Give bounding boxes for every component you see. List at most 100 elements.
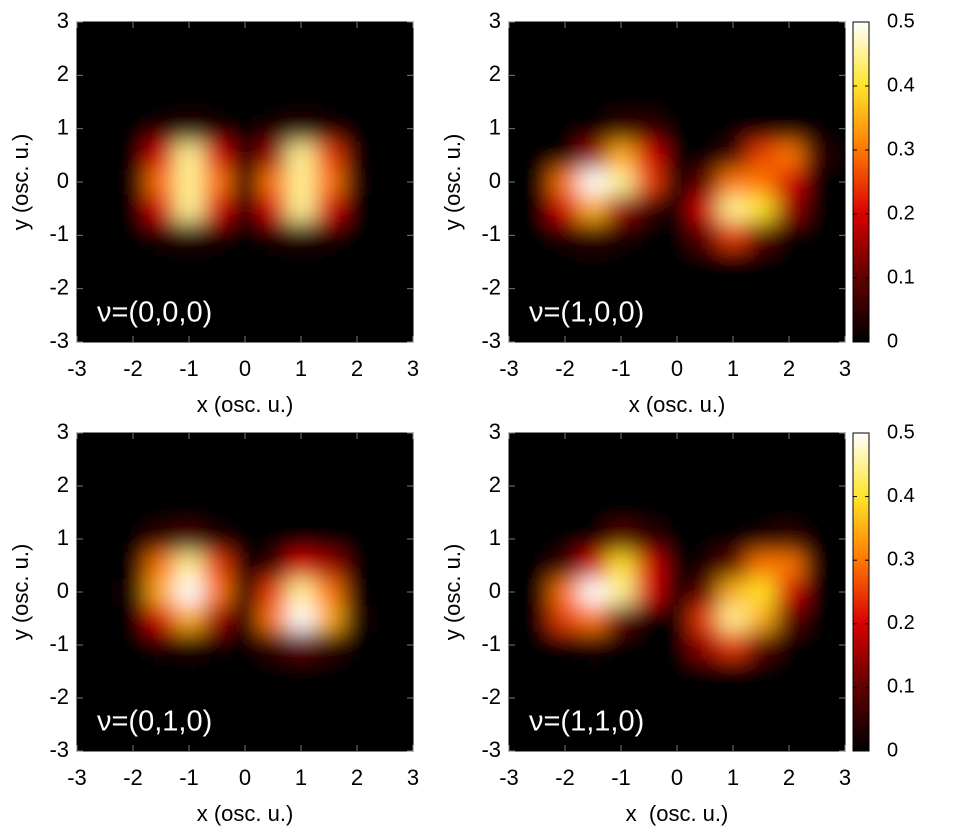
heat-cell	[663, 711, 692, 739]
heat-cell	[831, 35, 845, 63]
heat-cell	[579, 711, 608, 739]
heat-cell	[259, 552, 288, 580]
heat-cell	[607, 631, 636, 659]
heat-cell	[635, 605, 664, 633]
heat-cell	[203, 115, 232, 143]
heat-cell	[287, 222, 316, 250]
heat-cell	[203, 302, 232, 330]
heat-cell	[747, 142, 776, 170]
heat-cell	[551, 605, 580, 633]
heat-cell	[175, 328, 204, 342]
heat-cell	[635, 302, 664, 330]
heat-cell	[119, 275, 148, 303]
heat-cell	[523, 605, 552, 633]
heat-cell	[579, 552, 608, 580]
heat-cell	[831, 658, 845, 686]
heat-cell	[607, 472, 636, 500]
heat-cell	[747, 631, 776, 659]
heat-cell	[635, 711, 664, 739]
heat-cell	[719, 552, 748, 580]
heat-cell	[399, 168, 413, 196]
heat-cell	[803, 711, 832, 739]
heat-cell	[203, 472, 232, 500]
y-tick-label: -2	[49, 684, 69, 709]
heat-cell	[607, 737, 636, 751]
heat-cell	[91, 35, 120, 63]
heat-cell	[831, 433, 845, 447]
heat-cell	[719, 711, 748, 739]
heat-cell	[287, 737, 316, 751]
heat-cell	[147, 578, 176, 606]
heat-cell	[91, 711, 120, 739]
heat-cell	[509, 605, 524, 633]
y-tick-label: 0	[489, 168, 501, 193]
heat-cell	[315, 631, 344, 659]
heat-cell	[523, 302, 552, 330]
heatmap	[77, 22, 413, 342]
heat-cell	[77, 605, 92, 633]
heat-cell	[399, 275, 413, 303]
heat-cell	[371, 552, 400, 580]
heat-cell	[259, 605, 288, 633]
heat-cell	[635, 168, 664, 196]
heat-cell	[775, 88, 804, 116]
heat-cell	[607, 328, 636, 342]
heat-cell	[831, 578, 845, 606]
heat-cell	[523, 737, 552, 751]
panel-annotation: ν=(0,1,0)	[97, 706, 212, 738]
heat-cell	[607, 446, 636, 474]
heat-cell	[803, 684, 832, 712]
heat-cell	[775, 302, 804, 330]
heat-cell	[147, 142, 176, 170]
colorbar-tick-label: 0.3	[887, 548, 915, 570]
heat-cell	[663, 525, 692, 553]
y-tick-label: -3	[49, 328, 69, 353]
heat-cell	[77, 88, 92, 116]
heat-cell	[607, 142, 636, 170]
heat-cell	[259, 525, 288, 553]
heat-cell	[231, 248, 260, 276]
heat-cell	[231, 711, 260, 739]
heat-cell	[371, 472, 400, 500]
colorbar-tick-label: 0.3	[887, 138, 915, 160]
heat-cell	[523, 248, 552, 276]
heat-cell	[663, 88, 692, 116]
heat-cell	[91, 605, 120, 633]
heat-cell	[607, 115, 636, 143]
colorbar-tick-label: 0.5	[887, 421, 915, 443]
heat-cell	[175, 433, 204, 447]
heat-cell	[579, 433, 608, 447]
heat-cell	[579, 525, 608, 553]
heat-cell	[691, 605, 720, 633]
heat-cell	[371, 328, 400, 342]
heat-cell	[747, 737, 776, 751]
heat-cell	[91, 195, 120, 223]
heat-cell	[231, 275, 260, 303]
heat-cell	[231, 195, 260, 223]
heat-cell	[663, 446, 692, 474]
heat-cell	[77, 711, 92, 739]
x-tick-label: 2	[783, 356, 795, 381]
heat-cell	[775, 35, 804, 63]
heat-cell	[259, 275, 288, 303]
heat-cell	[831, 525, 845, 553]
heat-cell	[77, 446, 92, 474]
plot-area	[77, 22, 413, 342]
heat-cell	[203, 684, 232, 712]
heat-cell	[663, 605, 692, 633]
x-tick-label: -1	[611, 765, 631, 790]
heat-cell	[287, 711, 316, 739]
heat-cell	[663, 142, 692, 170]
heat-cell	[663, 275, 692, 303]
heat-cell	[203, 658, 232, 686]
heat-cell	[691, 248, 720, 276]
heat-cell	[663, 115, 692, 143]
heat-cell	[635, 22, 664, 36]
heat-cell	[775, 328, 804, 342]
heat-cell	[607, 22, 636, 36]
heat-cell	[315, 142, 344, 170]
heat-cell	[147, 552, 176, 580]
heat-cell	[77, 302, 92, 330]
heat-cell	[259, 168, 288, 196]
